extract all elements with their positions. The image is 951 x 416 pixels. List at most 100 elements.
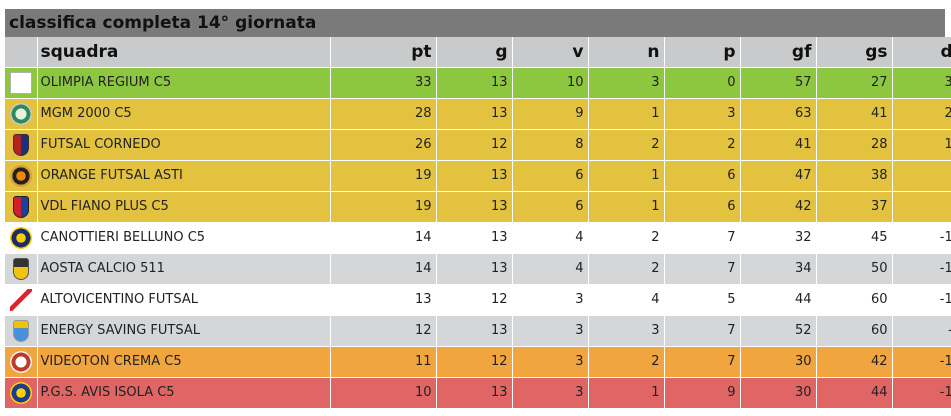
stat-gs: 41 (816, 98, 893, 130)
team-name[interactable]: AOSTA CALCIO 511 (37, 253, 331, 285)
stat-v: 3 (512, 315, 589, 347)
stat-n: 2 (588, 253, 665, 285)
table-row[interactable]: VDL FIANO PLUS C5191361642375 (5, 191, 951, 223)
stat-n: 1 (588, 191, 665, 223)
stat-v: 8 (512, 129, 589, 161)
stat-gs: 50 (816, 253, 893, 285)
stat-gs: 60 (816, 284, 893, 316)
stat-n: 4 (588, 284, 665, 316)
orange-futsal-asti-logo-icon (9, 164, 32, 187)
stat-pt: 26 (330, 129, 437, 161)
olimpia-regium-logo-icon (9, 71, 32, 94)
team-name[interactable]: OLIMPIA REGIUM C5 (37, 67, 331, 99)
futsal-cornedo-logo-icon (12, 133, 29, 156)
stat-gf: 57 (740, 67, 817, 99)
stat-g: 12 (436, 129, 513, 161)
team-name[interactable]: FUTSAL CORNEDO (37, 129, 331, 161)
vdl-fiano-plus-logo-icon (12, 195, 29, 218)
stat-v: 3 (512, 346, 589, 378)
team-logo-cell (5, 346, 38, 378)
altovicentino-logo-icon (9, 288, 32, 311)
stat-g: 13 (436, 67, 513, 99)
stat-gs: 37 (816, 191, 893, 223)
stat-v: 9 (512, 98, 589, 130)
team-name[interactable]: ORANGE FUTSAL ASTI (37, 160, 331, 192)
stat-p: 6 (664, 191, 741, 223)
stat-n: 2 (588, 129, 665, 161)
header-v[interactable]: v (512, 37, 589, 68)
table-row[interactable]: FUTSAL CORNEDO2612822412813 (5, 129, 951, 161)
header-n[interactable]: n (588, 37, 665, 68)
stat-n: 3 (588, 315, 665, 347)
stat-g: 13 (436, 222, 513, 254)
stat-p: 7 (664, 346, 741, 378)
stat-g: 12 (436, 284, 513, 316)
header-team[interactable]: squadra (37, 37, 331, 68)
stat-g: 12 (436, 346, 513, 378)
stat-v: 6 (512, 160, 589, 192)
header-dr[interactable]: dr (892, 37, 951, 68)
stat-pt: 28 (330, 98, 437, 130)
team-name[interactable]: P.G.S. AVIS ISOLA C5 (37, 377, 331, 409)
stat-dr: -16 (892, 253, 951, 285)
stat-g: 13 (436, 191, 513, 223)
stat-g: 13 (436, 377, 513, 409)
team-logo-cell (5, 284, 38, 316)
stat-p: 7 (664, 222, 741, 254)
stat-v: 4 (512, 253, 589, 285)
header-gf[interactable]: gf (740, 37, 817, 68)
stat-p: 3 (664, 98, 741, 130)
header-pt[interactable]: pt (330, 37, 437, 68)
stat-n: 2 (588, 222, 665, 254)
pgs-avis-isola-logo-icon (9, 381, 32, 404)
header-p[interactable]: p (664, 37, 741, 68)
stat-gf: 30 (740, 346, 817, 378)
stat-gf: 41 (740, 129, 817, 161)
stat-v: 6 (512, 191, 589, 223)
mgm-2000-logo-icon (9, 102, 32, 125)
stat-pt: 14 (330, 253, 437, 285)
team-logo-cell (5, 253, 38, 285)
team-logo-cell (5, 377, 38, 409)
team-logo-cell (5, 129, 38, 161)
stat-dr: -13 (892, 222, 951, 254)
team-logo-cell (5, 67, 38, 99)
stat-p: 7 (664, 315, 741, 347)
stat-gf: 63 (740, 98, 817, 130)
team-logo-cell (5, 160, 38, 192)
header-logo (5, 37, 38, 68)
team-name[interactable]: ALTOVICENTINO FUTSAL (37, 284, 331, 316)
stat-gf: 52 (740, 315, 817, 347)
stat-dr: 30 (892, 67, 951, 99)
team-name[interactable]: VIDEOTON CREMA C5 (37, 346, 331, 378)
stat-pt: 13 (330, 284, 437, 316)
table-row[interactable]: OLIMPIA REGIUM C533131030572730 (5, 67, 951, 99)
stat-p: 9 (664, 377, 741, 409)
stat-g: 13 (436, 253, 513, 285)
stat-n: 1 (588, 98, 665, 130)
stat-gf: 44 (740, 284, 817, 316)
header-gs[interactable]: gs (816, 37, 893, 68)
team-name[interactable]: CANOTTIERI BELLUNO C5 (37, 222, 331, 254)
stat-g: 13 (436, 160, 513, 192)
team-logo-cell (5, 222, 38, 254)
table-row[interactable]: MGM 2000 C52813913634122 (5, 98, 951, 130)
team-name[interactable]: MGM 2000 C5 (37, 98, 331, 130)
header-g[interactable]: g (436, 37, 513, 68)
stat-p: 5 (664, 284, 741, 316)
team-name[interactable]: VDL FIANO PLUS C5 (37, 191, 331, 223)
team-name[interactable]: ENERGY SAVING FUTSAL (37, 315, 331, 347)
stat-pt: 10 (330, 377, 437, 409)
stat-dr: 22 (892, 98, 951, 130)
table-row[interactable]: ORANGE FUTSAL ASTI191361647389 (5, 160, 951, 192)
aosta-calcio-logo-icon (12, 257, 29, 280)
standings-title: classifica completa 14° giornata (5, 9, 945, 37)
stat-gs: 27 (816, 67, 893, 99)
stat-gf: 42 (740, 191, 817, 223)
